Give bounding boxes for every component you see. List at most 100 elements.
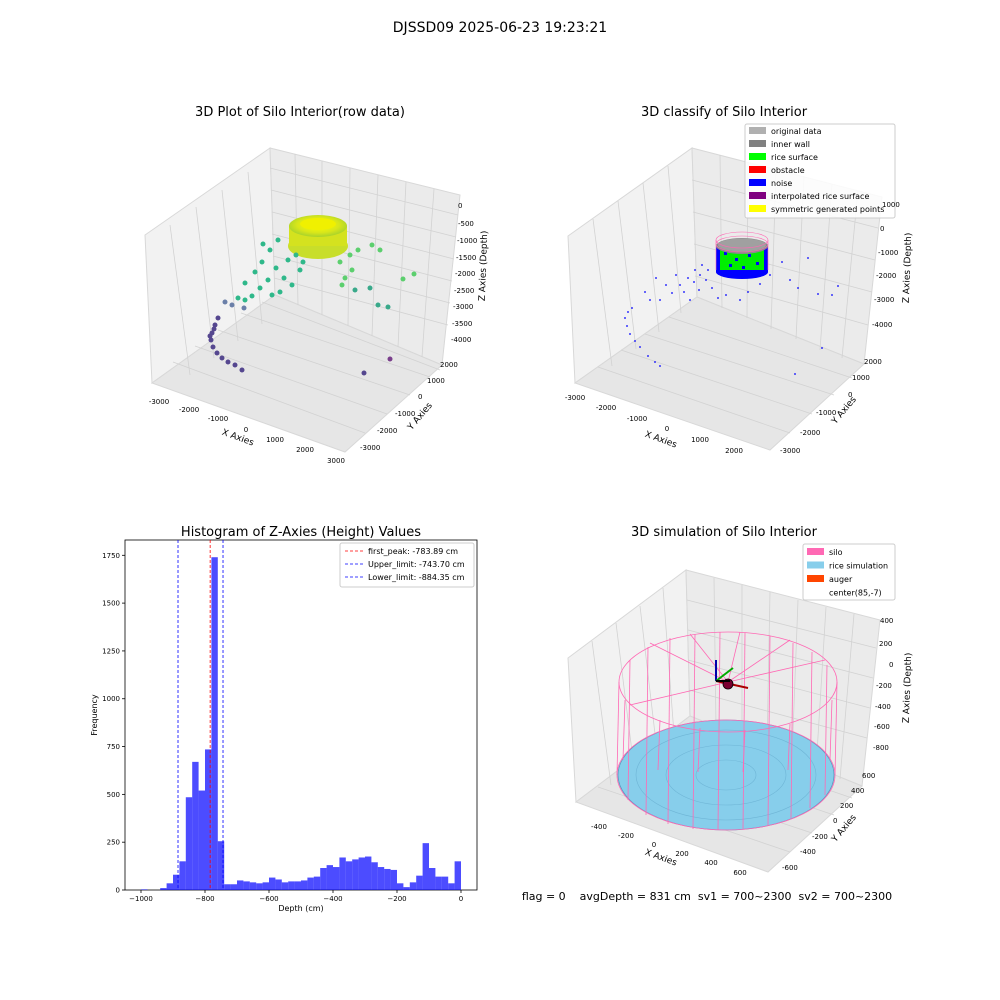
- histogram-bar: [454, 861, 461, 890]
- raw-y-tick: 0: [418, 393, 422, 401]
- histogram-bar: [256, 883, 263, 890]
- classify-x-tick: -3000: [565, 394, 585, 402]
- simulation-z-tick: -200: [876, 682, 892, 690]
- simulation-x-tick: 0: [652, 841, 656, 849]
- histogram-bar: [294, 881, 301, 890]
- histogram-x-label: Depth (cm): [278, 904, 323, 913]
- histogram-bar: [249, 882, 257, 890]
- histogram-bar: [422, 843, 429, 890]
- raw-z-label: Z Axies (Depth): [478, 231, 490, 302]
- histogram-bar: [141, 889, 148, 890]
- simulation-z-ticks: 400 200 0 -200 -400 -600 -800: [873, 617, 893, 752]
- raw-z-tick: -2000: [455, 270, 475, 278]
- raw-floor-pane: [150, 294, 443, 453]
- simulation-y-tick: 200: [840, 802, 853, 810]
- classify-legend-label: obstacle: [771, 166, 805, 175]
- simulation-z-tick: 0: [889, 661, 893, 669]
- histogram-bar: [243, 881, 250, 890]
- raw-z-tick: -1000: [457, 237, 477, 245]
- classify-z-tick: -3000: [874, 296, 894, 304]
- histogram-x-tick-label: −800: [195, 895, 214, 903]
- raw-z-tick: -3500: [452, 320, 472, 328]
- classify-legend-swatch: [749, 192, 766, 199]
- simulation-legend-swatch: [807, 575, 824, 582]
- histogram-legend-label: Lower_limit: -884.35 cm: [368, 573, 465, 582]
- classify-legend-label: inner wall: [771, 140, 810, 149]
- histogram-bar: [179, 861, 186, 890]
- histogram-bar: [160, 888, 167, 890]
- histogram-y-tick-label: 1500: [102, 600, 120, 608]
- histogram-bar: [441, 876, 449, 890]
- histogram-y-tick-label: 250: [107, 839, 120, 847]
- histogram-bar: [275, 879, 282, 890]
- simulation-legend-swatch: [807, 548, 824, 555]
- histogram-bar: [326, 865, 333, 890]
- panel-histogram: Histogram of Z-Axies (Height) Values −10…: [90, 525, 478, 913]
- raw-z-ticks: 0 -500 -1000 -1500 -2000 -2500 -3000 -35…: [451, 202, 477, 344]
- raw-z-tick: -3000: [453, 303, 473, 311]
- classify-legend-swatch: [749, 127, 766, 134]
- classify-legend-swatch: [749, 205, 766, 212]
- simulation-z-label: Z Axies (Depth): [902, 653, 914, 724]
- classify-cylinder: [715, 231, 769, 279]
- raw-z-tick: 0: [458, 202, 462, 210]
- simulation-x-tick: -200: [618, 832, 634, 840]
- raw-x-tick: -2000: [179, 406, 199, 414]
- histogram-bar: [313, 876, 321, 890]
- histogram-bar: [211, 557, 218, 890]
- histogram-bar: [166, 883, 173, 890]
- simulation-z-tick: 200: [879, 640, 892, 648]
- histogram-axes-frame: [124, 539, 478, 891]
- raw-z-tick: -2500: [454, 287, 474, 295]
- simulation-y-tick: -200: [812, 833, 828, 841]
- histogram-bar: [384, 868, 391, 890]
- raw-x-tick: 3000: [327, 457, 345, 465]
- histogram-bar: [377, 867, 385, 890]
- histogram-bar: [416, 875, 423, 890]
- histogram-y-tick-label: 1750: [102, 552, 120, 560]
- histogram-bar: [198, 790, 205, 890]
- histogram-y-tick-label: 1000: [102, 695, 120, 703]
- simulation-rice-surface: [617, 719, 835, 831]
- histogram-bars: [141, 557, 461, 890]
- classify-legend-swatch: [749, 140, 766, 147]
- raw-z-tick: -500: [458, 220, 474, 228]
- histogram-bar: [269, 877, 276, 890]
- histogram-bar: [352, 859, 359, 890]
- classify-x-tick: 1000: [691, 436, 709, 444]
- classify-floor-pane: [573, 296, 865, 451]
- classify-x-tick: -2000: [596, 404, 616, 412]
- histogram-legend-label: Upper_limit: -743.70 cm: [368, 560, 465, 569]
- histogram-bar: [409, 882, 417, 890]
- panel-raw-3d: 3D Plot of Silo Interior(row data): [144, 105, 490, 465]
- histogram-bar: [217, 841, 225, 890]
- histogram-reference-lines: [177, 540, 224, 890]
- histogram-bar: [333, 867, 340, 890]
- histogram-y-tick-label: 500: [107, 791, 120, 799]
- raw-y-tick: 1000: [427, 377, 445, 385]
- raw-y-tick: -1000: [395, 410, 415, 418]
- classify-y-tick: -3000: [780, 447, 800, 455]
- classify-legend-label: original data: [771, 127, 822, 136]
- histogram-x-tick-label: −600: [259, 895, 278, 903]
- simulation-title: 3D simulation of Silo Interior: [631, 525, 818, 540]
- classify-legend-swatch: [749, 153, 766, 160]
- raw-y-ticks: -3000 -2000 -1000 0 1000 2000: [360, 361, 458, 452]
- histogram-y-tick-label: 1250: [102, 647, 120, 655]
- histogram-bar: [237, 880, 244, 890]
- simulation-y-tick: 0: [833, 817, 837, 825]
- simulation-z-tick: -800: [873, 744, 889, 752]
- simulation-legend-label: silo: [829, 548, 843, 557]
- raw-x-tick: -3000: [149, 398, 169, 406]
- simulation-x-tick: -400: [591, 823, 607, 831]
- histogram-bar: [288, 881, 295, 890]
- histogram-legend-label: first_peak: -783.89 cm: [368, 547, 458, 556]
- simulation-x-label: X Axies: [643, 848, 678, 869]
- histogram-bar: [301, 880, 308, 890]
- histogram-bar: [429, 868, 436, 890]
- histogram-x-ticks: −1000 −800 −600 −400 −200 0: [129, 890, 463, 903]
- simulation-y-tick: -600: [782, 864, 798, 872]
- simulation-y-ticks: -600 -400 -200 0 200 400 600: [782, 772, 875, 872]
- simulation-z-tick: -600: [874, 723, 890, 731]
- classify-legend-frame: [744, 123, 896, 219]
